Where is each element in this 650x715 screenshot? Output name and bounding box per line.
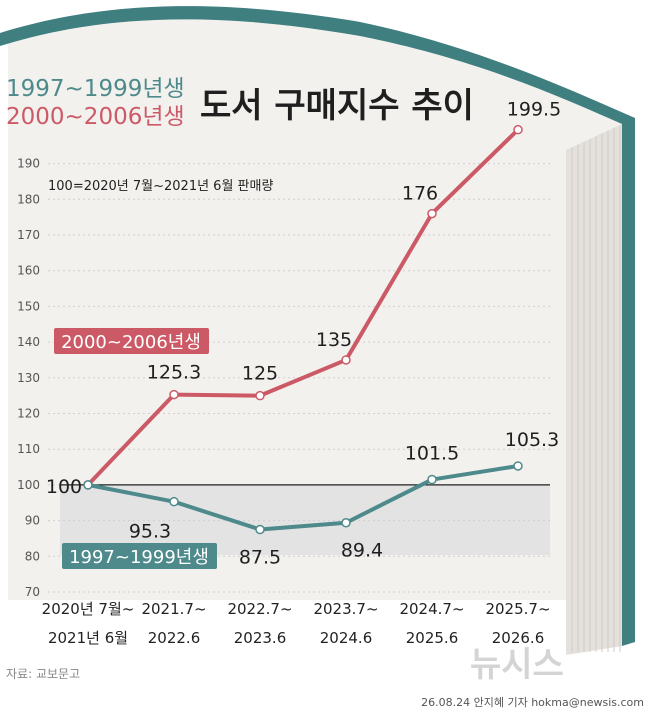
y-tick-label: 180 [17, 192, 40, 206]
x-tick-label: 2026.6 [492, 629, 545, 647]
y-axis-ticks: 70 80 90 100 110 120 130 140 150 160 170 180 190 [17, 157, 40, 599]
y-tick-label: 80 [25, 549, 40, 563]
y-tick-label: 170 [17, 228, 40, 242]
x-tick-label: 2022.7~ [227, 600, 292, 618]
series-b-point [169, 496, 179, 507]
series-a-tag-label: 2000~2006년생 [61, 332, 201, 353]
series-b-data-label: 87.5 [239, 547, 281, 569]
y-tick-label: 100 [17, 478, 40, 492]
y-tick-label: 110 [17, 442, 40, 456]
x-tick-label: 2021년 6월 [48, 629, 128, 647]
series-a-data-label: 176 [402, 183, 438, 205]
y-tick-label: 130 [17, 371, 40, 385]
series-a-data-label: 100 [46, 476, 82, 498]
series-b-line [87, 464, 519, 532]
series-a-data-label: 199.5 [507, 99, 561, 121]
series-b-data-label: 95.3 [129, 521, 171, 543]
y-tick-label: 90 [25, 514, 40, 528]
series-a-line [86, 128, 520, 487]
series-a-tag: 2000~2006년생 [54, 328, 209, 354]
x-axis-ticks: 2020년 7월~ 2021년 6월 2021.7~ 2022.6 2022.7~ 202… [42, 600, 551, 647]
series-b-point [341, 517, 351, 528]
x-tick-label: 2023.7~ [313, 600, 378, 618]
chart-title: 도서 구매지수 추이 [200, 86, 474, 126]
series-a-data-label: 125.3 [147, 362, 201, 384]
series-b-point [513, 461, 523, 471]
series-b-point [427, 474, 437, 485]
y-tick-label: 140 [17, 335, 40, 349]
x-tick-label: 2025.7~ [485, 600, 550, 618]
series-b-tag-box [62, 543, 217, 569]
series-b-point [255, 524, 265, 535]
series-b-data-label: 89.4 [341, 540, 383, 562]
x-tick-label: 2023.6 [234, 629, 287, 647]
series-b-data-label: 105.3 [505, 429, 559, 451]
series-a-tag-box [54, 328, 209, 354]
index-note: 100=2020년 7월~2021년 6월 판매량 [48, 179, 273, 194]
series-a-data-label: 125 [242, 363, 278, 385]
book-page-lines [571, 125, 621, 652]
x-tick-label: 2024.7~ [399, 600, 464, 618]
x-tick-label: 2022.6 [148, 629, 201, 647]
legend-series-b: 1997~1999년생 [6, 76, 185, 102]
y-tick-label: 120 [17, 407, 40, 421]
x-tick-label: 2024.6 [320, 629, 373, 647]
legend-series-a: 2000~2006년생 [6, 104, 185, 130]
series-b-tag: 1997~1999년생 [62, 543, 217, 569]
series-b-data-label: 101.5 [405, 443, 459, 465]
source-note: 자료: 교보문고 [6, 667, 80, 681]
y-tick-label: 150 [17, 299, 40, 313]
series-b-tag-label: 1997~1999년생 [69, 547, 209, 568]
x-tick-label: 2020년 7월~ [42, 600, 135, 618]
series-a-point [513, 124, 523, 135]
y-tick-label: 160 [17, 264, 40, 278]
y-tick-label: 190 [17, 157, 40, 171]
series-layer: 100 125.3 125 135 176 199.5 95.3 87.5 89.4 101.5 1… [46, 99, 561, 569]
series-a-point [427, 208, 437, 219]
series-a-point [341, 355, 351, 365]
y-tick-label: 70 [25, 585, 40, 599]
x-tick-label: 2021.7~ [141, 600, 206, 618]
credit-line: 26.08.24 안지혜 기자 hokma@newsis.com [421, 696, 644, 709]
series-b-point [83, 480, 93, 490]
series-a-point [255, 390, 265, 401]
x-tick-label: 2025.6 [406, 629, 459, 647]
watermark-logo: 뉴시스 [470, 645, 564, 685]
series-a-data-label: 135 [316, 329, 352, 351]
series-a-point [169, 389, 179, 400]
